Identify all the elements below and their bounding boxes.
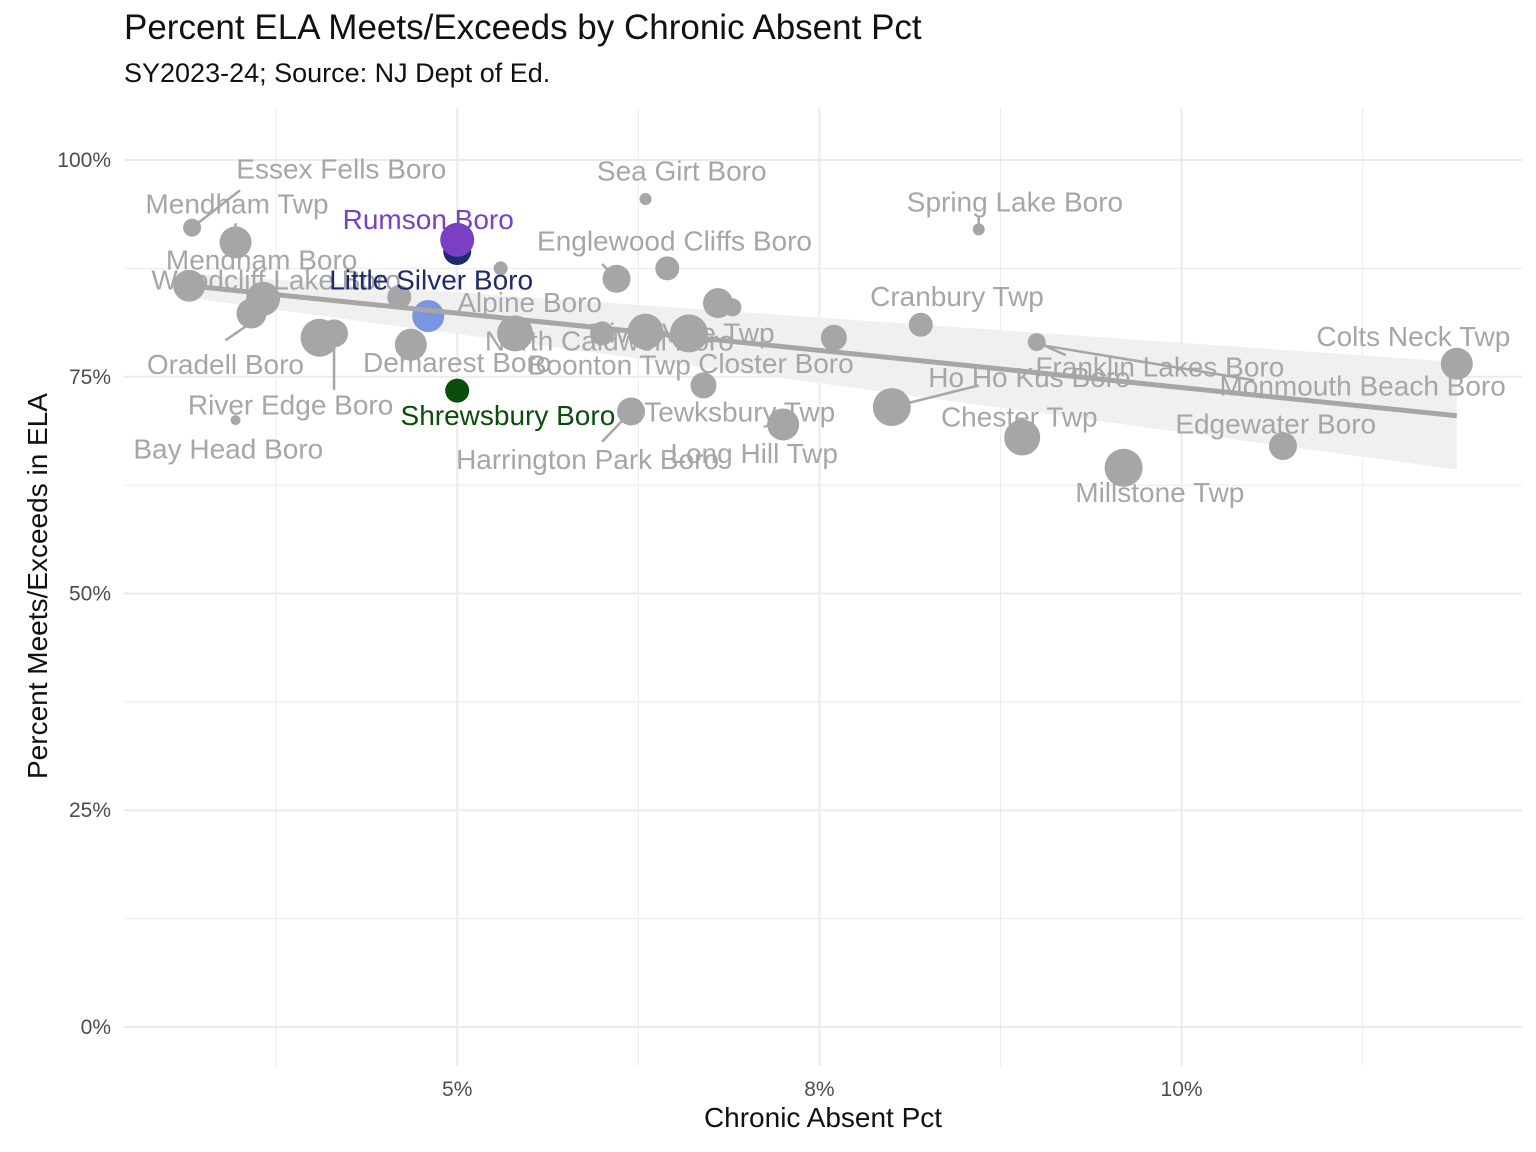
point-label: Millstone Twp [1075, 477, 1244, 508]
point-label: Bay Head Boro [133, 434, 323, 465]
data-point [639, 193, 652, 206]
y-tick-label: 25% [69, 799, 111, 822]
trend-line-layer [188, 283, 1458, 419]
point-label: Sea Girt Boro [597, 155, 767, 186]
data-point [1027, 333, 1046, 352]
point-label: Mendham Twp [145, 188, 328, 219]
point-label: Essex Fells Boro [236, 154, 446, 185]
point-label: Spring Lake Boro [907, 187, 1123, 218]
data-point [497, 315, 534, 352]
point-label: Ho Ho Kus Boro [928, 362, 1130, 393]
x-tick-label: 8% [804, 1078, 834, 1101]
data-point [602, 264, 631, 293]
point-label: Closter Boro [698, 348, 854, 379]
data-point [445, 378, 470, 403]
point-label: Demarest Boro [363, 347, 551, 378]
point-label: Oradell Boro [147, 349, 304, 380]
data-point [669, 314, 708, 353]
point-label: Colts Neck Twp [1316, 321, 1510, 352]
point-label: Edgewater Boro [1175, 409, 1376, 440]
point-label: Franklin Lakes Boro [1035, 351, 1284, 382]
x-tick-label: 10% [1161, 1078, 1203, 1101]
label-leader-line [1043, 344, 1255, 382]
point-label: Shrewsbury Boro [401, 400, 616, 431]
label-leader-line [191, 189, 241, 229]
point-label: Rumson Boro [343, 204, 514, 235]
data-point [872, 388, 911, 427]
data-point [320, 319, 349, 348]
point-label: Chester Twp [941, 402, 1098, 433]
data-point [908, 312, 933, 337]
x-tick-label: 5% [442, 1078, 472, 1101]
x-axis-label: Chronic Absent Pct [703, 1102, 943, 1133]
point-label: Harrington Park Boro [456, 444, 719, 475]
data-point [394, 328, 427, 361]
data-point [690, 372, 717, 399]
data-point [183, 218, 202, 237]
point-label: Englewood Cliffs Boro [537, 226, 812, 257]
point-label: North Caldwell Boro [485, 325, 734, 356]
data-point [412, 300, 445, 333]
point-label: Cranbury Twp [870, 281, 1044, 312]
data-point [1104, 448, 1143, 487]
axis-tick-layer: 5% 8% 10% 0% 25% 50% 75% 100% [57, 149, 1202, 1101]
data-point [493, 261, 508, 276]
y-axis-label: Percent Meets/Exceeds in ELA [22, 393, 53, 779]
y-tick-label: 100% [57, 149, 111, 172]
trend-line [188, 283, 1458, 419]
data-point [1268, 432, 1297, 461]
data-point [767, 408, 800, 441]
y-tick-label: 75% [69, 366, 111, 389]
y-tick-label: 50% [69, 583, 111, 606]
point-label: Mendham Boro [166, 245, 357, 276]
point-label: River Edge Boro [188, 390, 393, 421]
data-point [230, 415, 241, 426]
point-label: Long Hill Twp [670, 438, 838, 469]
data-point [219, 226, 252, 259]
point-label: Little Silver Boro [329, 265, 533, 296]
grid-layer [124, 108, 1522, 1066]
data-point [723, 298, 742, 317]
point-label: River Vale Twp [589, 318, 775, 349]
data-point [1440, 347, 1473, 380]
data-point [1004, 419, 1041, 456]
point-label: Boonton Twp [528, 350, 691, 381]
data-point [617, 397, 646, 426]
data-point [972, 223, 985, 236]
point-label: Monmouth Beach Boro [1219, 370, 1505, 401]
chart-subtitle: SY2023-24; Source: NJ Dept of Ed. [124, 58, 551, 88]
data-point [820, 324, 847, 351]
point-label: Alpine Boro [457, 287, 602, 318]
point-label: Woodcliff Lake Boro [151, 265, 401, 296]
data-point [387, 284, 412, 309]
y-tick-label: 0% [81, 1016, 111, 1039]
point-label: Tewksbury Twp [644, 396, 835, 427]
data-point [655, 256, 680, 281]
data-point [440, 222, 475, 257]
chart-title: Percent ELA Meets/Exceeds by Chronic Abs… [124, 8, 922, 47]
